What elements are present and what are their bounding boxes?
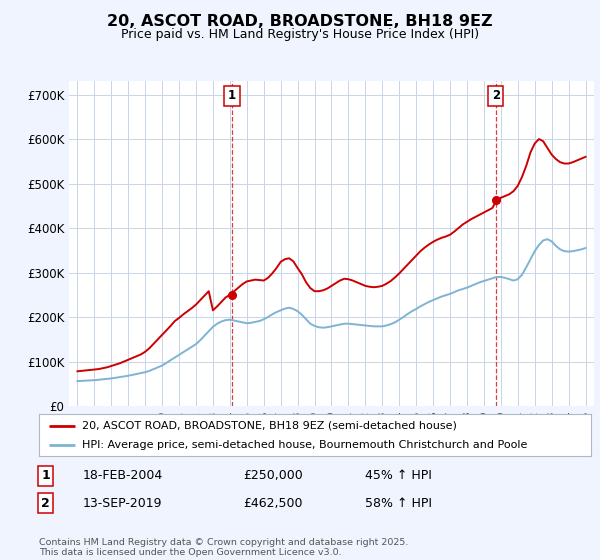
Text: Contains HM Land Registry data © Crown copyright and database right 2025.
This d: Contains HM Land Registry data © Crown c… (39, 538, 409, 557)
Text: 20, ASCOT ROAD, BROADSTONE, BH18 9EZ (semi-detached house): 20, ASCOT ROAD, BROADSTONE, BH18 9EZ (se… (82, 421, 457, 431)
Text: 1: 1 (41, 469, 50, 482)
Text: £250,000: £250,000 (243, 469, 303, 482)
Text: 13-SEP-2019: 13-SEP-2019 (83, 497, 163, 510)
Text: Price paid vs. HM Land Registry's House Price Index (HPI): Price paid vs. HM Land Registry's House … (121, 28, 479, 41)
Text: £462,500: £462,500 (243, 497, 303, 510)
Text: 2: 2 (492, 89, 500, 102)
Text: 45% ↑ HPI: 45% ↑ HPI (365, 469, 431, 482)
Text: HPI: Average price, semi-detached house, Bournemouth Christchurch and Poole: HPI: Average price, semi-detached house,… (82, 440, 527, 450)
Text: 58% ↑ HPI: 58% ↑ HPI (365, 497, 431, 510)
Text: 1: 1 (228, 89, 236, 102)
Text: 18-FEB-2004: 18-FEB-2004 (83, 469, 163, 482)
Text: 2: 2 (41, 497, 50, 510)
Text: 20, ASCOT ROAD, BROADSTONE, BH18 9EZ: 20, ASCOT ROAD, BROADSTONE, BH18 9EZ (107, 14, 493, 29)
